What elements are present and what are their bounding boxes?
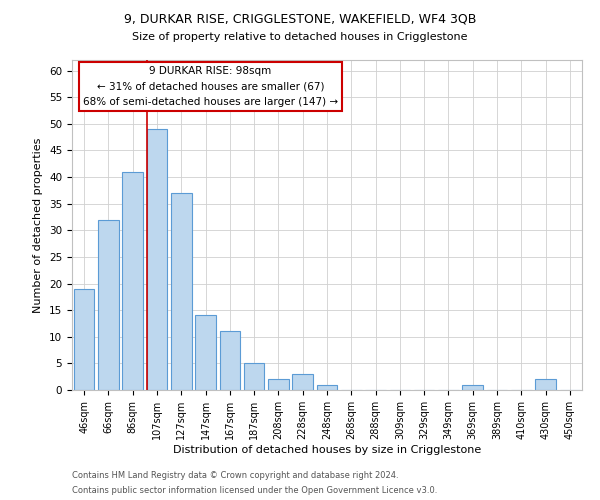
Text: 9, DURKAR RISE, CRIGGLESTONE, WAKEFIELD, WF4 3QB: 9, DURKAR RISE, CRIGGLESTONE, WAKEFIELD,…	[124, 12, 476, 26]
Text: Size of property relative to detached houses in Crigglestone: Size of property relative to detached ho…	[132, 32, 468, 42]
Bar	[268, 380, 289, 390]
Y-axis label: Number of detached properties: Number of detached properties	[34, 138, 43, 312]
Text: Contains public sector information licensed under the Open Government Licence v3: Contains public sector information licen…	[72, 486, 437, 495]
Bar	[317, 384, 337, 390]
Text: Contains HM Land Registry data © Crown copyright and database right 2024.: Contains HM Land Registry data © Crown c…	[72, 471, 398, 480]
Bar	[122, 172, 143, 390]
Bar	[74, 289, 94, 390]
X-axis label: Distribution of detached houses by size in Crigglestone: Distribution of detached houses by size …	[173, 444, 481, 454]
Bar	[463, 384, 483, 390]
Bar	[171, 193, 191, 390]
Bar	[195, 316, 216, 390]
Bar	[535, 380, 556, 390]
Bar	[292, 374, 313, 390]
Bar	[244, 364, 265, 390]
Bar	[98, 220, 119, 390]
Bar	[146, 129, 167, 390]
Bar	[220, 332, 240, 390]
Text: 9 DURKAR RISE: 98sqm
← 31% of detached houses are smaller (67)
68% of semi-detac: 9 DURKAR RISE: 98sqm ← 31% of detached h…	[83, 66, 338, 107]
